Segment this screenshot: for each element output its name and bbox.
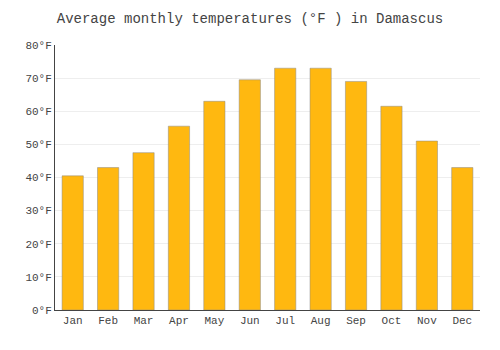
svg-text:Mar: Mar xyxy=(134,315,154,327)
svg-text:Aug: Aug xyxy=(311,315,331,327)
svg-text:70°F: 70°F xyxy=(25,73,51,85)
svg-text:Jul: Jul xyxy=(275,315,295,327)
svg-text:Jun: Jun xyxy=(240,315,260,327)
svg-text:Oct: Oct xyxy=(382,315,402,327)
svg-text:0°F: 0°F xyxy=(32,305,52,317)
svg-text:Sep: Sep xyxy=(346,315,366,327)
svg-text:10°F: 10°F xyxy=(25,272,51,284)
svg-text:Dec: Dec xyxy=(452,315,472,327)
svg-text:30°F: 30°F xyxy=(25,205,51,217)
svg-text:80°F: 80°F xyxy=(25,40,51,52)
svg-text:Feb: Feb xyxy=(98,315,118,327)
svg-text:Nov: Nov xyxy=(417,315,437,327)
svg-text:Apr: Apr xyxy=(169,315,189,327)
svg-text:May: May xyxy=(204,315,224,327)
svg-text:20°F: 20°F xyxy=(25,239,51,251)
svg-text:40°F: 40°F xyxy=(25,172,51,184)
svg-text:Jan: Jan xyxy=(63,315,83,327)
svg-text:60°F: 60°F xyxy=(25,106,51,118)
svg-text:50°F: 50°F xyxy=(25,139,51,151)
svg-text:Average monthly temperatures (: Average monthly temperatures (°F ) in Da… xyxy=(57,11,443,27)
